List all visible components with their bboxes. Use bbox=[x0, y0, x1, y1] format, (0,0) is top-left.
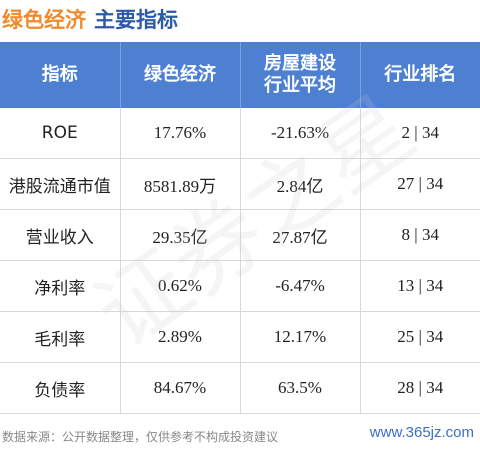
cell: 13 | 34 bbox=[360, 260, 480, 312]
table-row: 净利率 0.62% -6.47% 13 | 34 bbox=[0, 260, 480, 312]
row-label: 毛利率 bbox=[0, 311, 121, 363]
column-header-text: 绿色经济 bbox=[144, 64, 216, 85]
cell: 8 | 34 bbox=[360, 209, 480, 261]
row-label: 负债率 bbox=[0, 362, 121, 414]
column-header: 绿色经济 bbox=[120, 42, 241, 108]
table-row: 营业收入 29.35亿 27.87亿 8 | 34 bbox=[0, 209, 480, 261]
source-note: 数据来源：公开数据整理，仅供参考不构成投资建议 bbox=[2, 430, 279, 444]
cell: 2.89% bbox=[120, 311, 241, 363]
cell: 84.67% bbox=[120, 362, 241, 414]
table-row: 负债率 84.67% 63.5% 28 | 34 bbox=[0, 362, 480, 414]
row-label: ROE bbox=[0, 108, 121, 159]
cell: -21.63% bbox=[240, 108, 361, 159]
table-head: 指标 绿色经济 房屋建设行业平均 行业排名 bbox=[0, 42, 480, 108]
table-row: 毛利率 2.89% 12.17% 25 | 34 bbox=[0, 311, 480, 363]
column-header-text: 行业排名 bbox=[384, 64, 457, 85]
cell: -6.47% bbox=[240, 260, 361, 312]
cell: 17.76% bbox=[120, 108, 241, 159]
title: 绿色经济 主要指标 bbox=[2, 4, 178, 34]
cell: 0.62% bbox=[120, 260, 241, 312]
column-header-text: 房屋建设行业平均 bbox=[263, 53, 336, 96]
column-header: 房屋建设行业平均 bbox=[240, 42, 361, 108]
cell: 27 | 34 bbox=[360, 158, 480, 210]
cell: 2.84亿 bbox=[240, 158, 361, 210]
row-label: 营业收入 bbox=[0, 209, 121, 261]
site-url: www.365jz.com bbox=[369, 424, 474, 441]
column-header: 指标 bbox=[0, 42, 121, 108]
row-label: 净利率 bbox=[0, 260, 121, 312]
cell: 25 | 34 bbox=[360, 311, 480, 363]
cell: 63.5% bbox=[240, 362, 361, 414]
column-header: 行业排名 bbox=[360, 42, 480, 108]
table-row: ROE 17.76% -21.63% 2 | 34 bbox=[0, 108, 480, 159]
table-body: ROE 17.76% -21.63% 2 | 34 港股流通市值 8581.89万 2.84… bbox=[0, 108, 480, 414]
table-row: 港股流通市值 8581.89万 2.84亿 27 | 34 bbox=[0, 158, 480, 210]
column-header-text: 指标 bbox=[41, 64, 78, 85]
cell: 29.35亿 bbox=[120, 209, 241, 261]
cell: 12.17% bbox=[240, 311, 361, 363]
cell: 28 | 34 bbox=[360, 362, 480, 414]
header-row: 指标 绿色经济 房屋建设行业平均 行业排名 bbox=[0, 42, 480, 108]
indicator-table: 指标 绿色经济 房屋建设行业平均 行业排名 ROE 17.76% -21.63% 2 | 3… bbox=[0, 42, 480, 414]
cell: 27.87亿 bbox=[240, 209, 361, 261]
title-topic: 主要指标 bbox=[94, 8, 178, 32]
title-company: 绿色经济 bbox=[2, 8, 86, 32]
cell: 2 | 34 bbox=[360, 108, 480, 159]
row-label: 港股流通市值 bbox=[0, 158, 121, 210]
cell: 8581.89万 bbox=[120, 158, 241, 210]
